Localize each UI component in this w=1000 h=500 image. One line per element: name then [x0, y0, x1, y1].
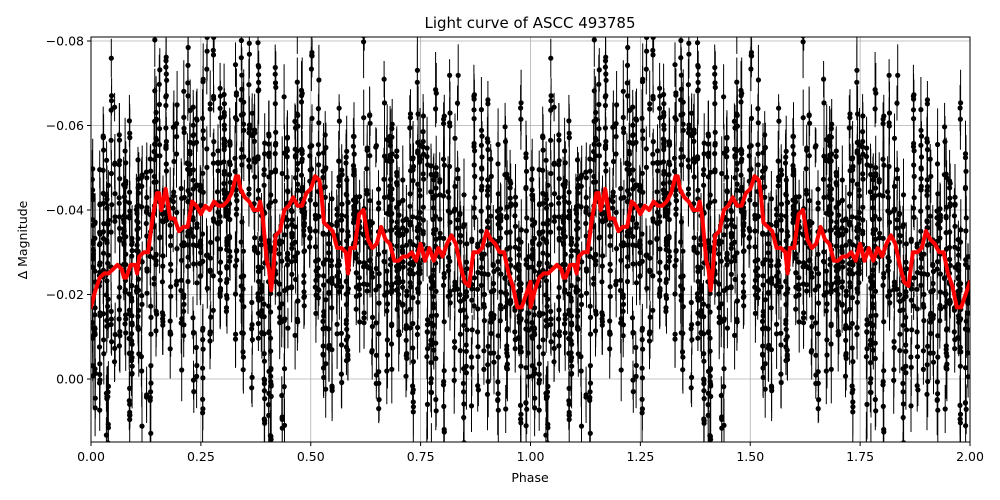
x-tick-label: 0.75: [407, 449, 435, 464]
x-tick-label: 1.00: [517, 449, 545, 464]
y-axis-ticks: −0.08 −0.06 −0.04 −0.02 0.00: [46, 34, 91, 387]
binned-mean-curve: [91, 174, 970, 310]
chart-title: Light curve of ASCC 493785: [425, 14, 636, 32]
x-tick-label: 1.75: [846, 449, 874, 464]
x-axis-label: Phase: [511, 470, 549, 485]
x-tick-label: 1.50: [736, 449, 764, 464]
y-tick-label: −0.06: [46, 118, 84, 133]
y-axis-label: Δ Magnitude: [15, 200, 30, 279]
y-tick-label: −0.08: [46, 34, 84, 49]
y-tick-label: 0.00: [56, 372, 84, 387]
observation-points: [91, 37, 970, 442]
x-tick-label: 1.25: [626, 449, 654, 464]
x-axis-ticks: 0.00 0.25 0.50 0.75 1.00 1.25 1.50 1.75 2.00: [77, 442, 984, 464]
y-tick-label: −0.04: [46, 203, 84, 218]
x-tick-label: 0.50: [297, 449, 325, 464]
y-tick-label: −0.02: [46, 287, 84, 302]
x-tick-label: 0.25: [187, 449, 215, 464]
x-tick-label: 2.00: [956, 449, 984, 464]
x-tick-label: 0.00: [77, 449, 105, 464]
